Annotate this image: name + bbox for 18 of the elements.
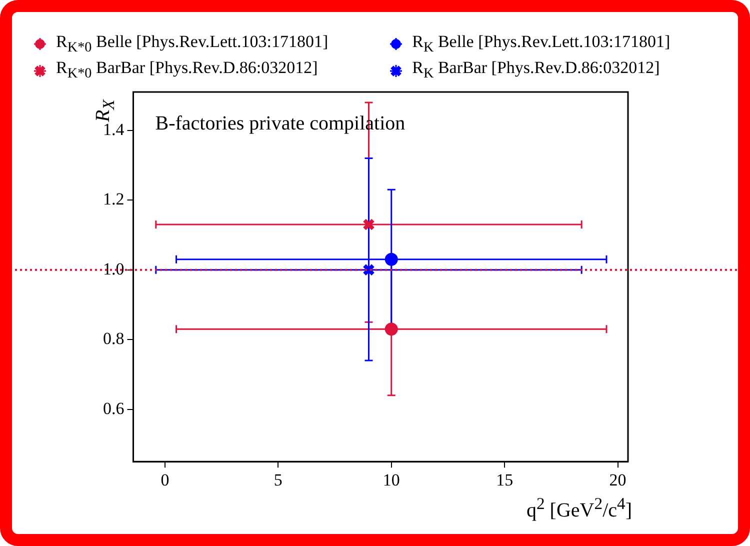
y-tick-label: 0.8 (103, 329, 124, 348)
point (384, 252, 398, 266)
point (384, 322, 398, 336)
legend-label: R$_{K}$ BarBar [Phys.Rev.D.86:032012] (412, 58, 660, 83)
point (362, 218, 375, 231)
x-tick-label: 0 (160, 470, 170, 490)
x-tick-label: 5 (274, 470, 282, 490)
x-tick-label: 15 (496, 470, 514, 490)
x-tick-label: 10 (382, 470, 400, 490)
y-tick-label: 0.6 (103, 398, 124, 418)
y-tick-label: 1.2 (103, 190, 124, 209)
y-tick-label: 1.0 (103, 259, 124, 278)
legend-label: R$_{K*0}$ Belle [Phys.Rev.Lett.103:171801] (56, 32, 328, 56)
x-tick-label: 20 (609, 470, 626, 490)
point (362, 264, 375, 276)
legend-label: R$_{K}$ Belle [Phys.Rev.Lett.103:171801] (412, 32, 670, 56)
x-axis-title: q$^{2}$ [GeV$^{2}$/c$^{4}$] (526, 494, 632, 523)
legend-label: R$_{K*0}$ BarBar [Phys.Rev.D.86:032012] (56, 58, 318, 83)
